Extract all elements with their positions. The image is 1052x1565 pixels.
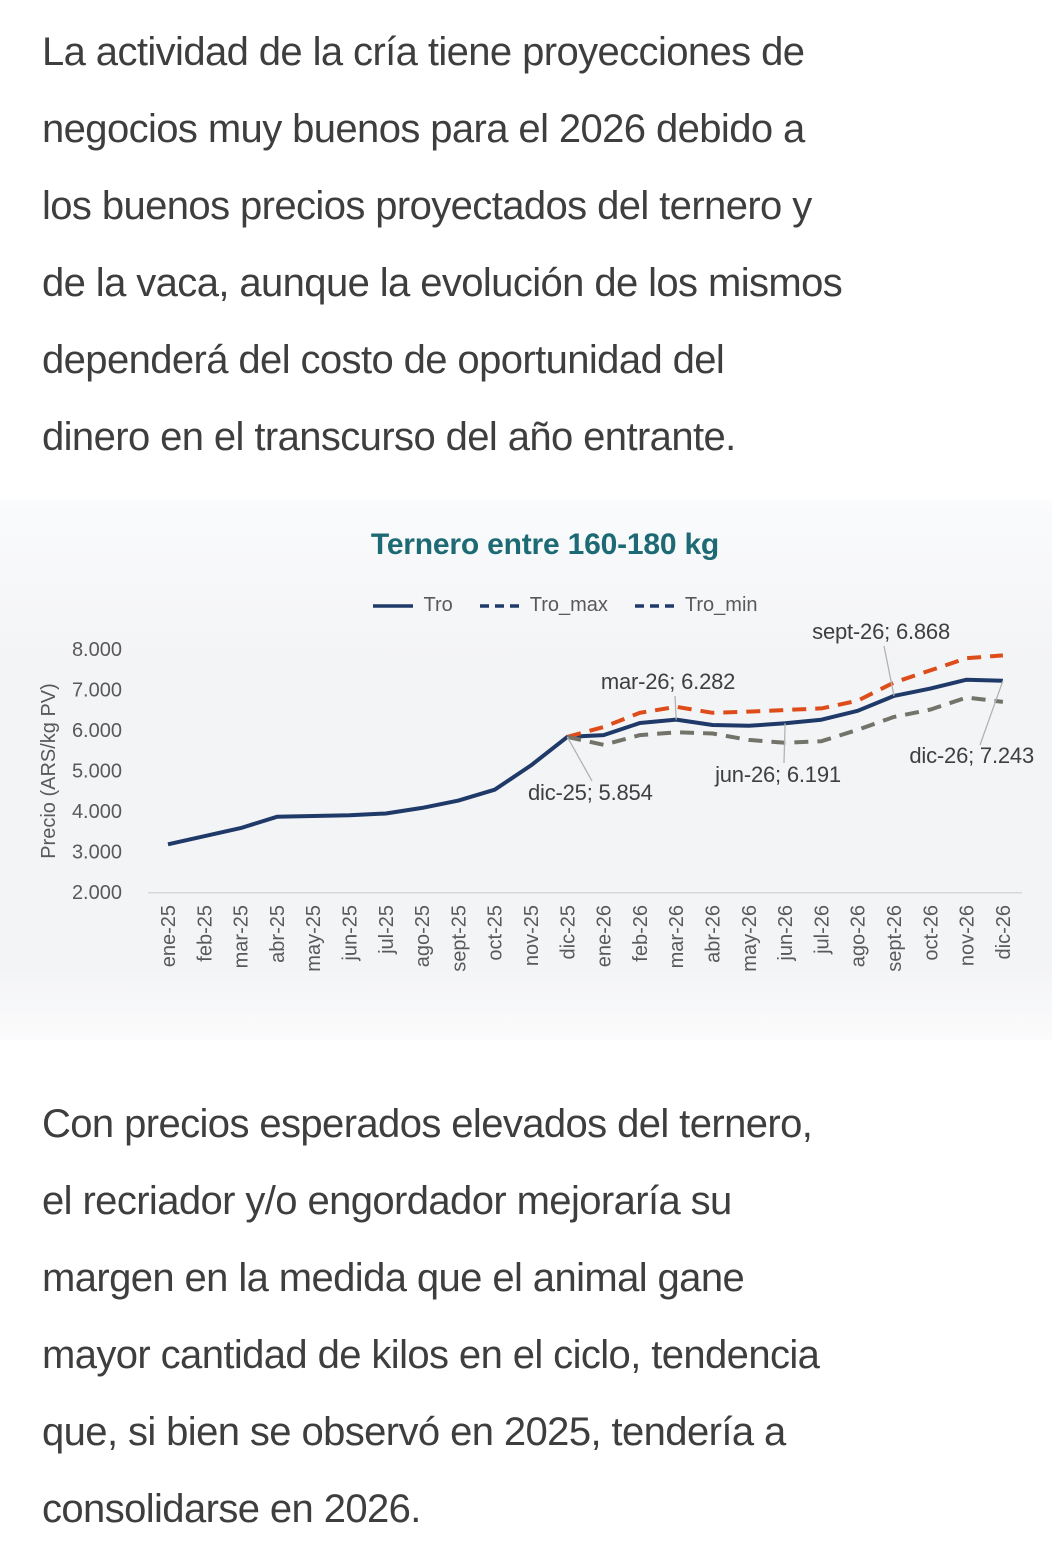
legend-item-Tro: Tro [372,594,453,617]
annotation-leader-line [979,680,1004,746]
x-tick-label: ago-25 [412,905,434,967]
text-line: que, si bien se observó en 2025, tenderí… [42,1410,786,1454]
x-tick-label: ene-26 [594,905,616,967]
text-line: consolidarse en 2026. [42,1487,421,1531]
chart-legend: Tro Tro_max Tro_min [0,594,1052,617]
x-tick-label: ene-25 [158,905,180,967]
legend-label: Tro_max [529,594,608,616]
chart-title: Ternero entre 160-180 kg [370,528,720,561]
y-axis-title: Precio (ARS/kg PV) [38,683,60,859]
x-tick-label: nov-25 [521,905,543,966]
price-chart-figure: Ternero entre 160-180 kg Tro Tro_max Tro_m… [0,500,1052,1040]
text-line: de la vaca, aunque la evolución de los m… [42,261,843,305]
legend-item-Tro_min: Tro_min [634,594,758,617]
y-tick-label: 2.000 [72,882,122,904]
x-tick-label: sept-25 [448,905,470,972]
y-tick-label: 4.000 [72,801,122,823]
y-tick-label: 7.000 [72,680,122,702]
x-tick-label: oct-25 [485,905,507,961]
text-line: dependerá del costo de oportunidad del [42,338,725,382]
annotation-label: jun-26; 6.191 [714,762,841,787]
closing-paragraph: Con precios esperados elevados del terne… [42,1086,1012,1548]
legend-label: Tro [423,594,453,616]
text-line: negocios muy buenos para el 2026 debido … [42,107,805,151]
series-line-Tro [167,677,1003,847]
annotation-leader-line [674,695,677,720]
y-tick-label: 6.000 [72,720,122,742]
x-tick-label: may-25 [303,905,325,972]
annotation-leader-line [883,645,895,697]
annotation-leader-line [566,736,593,782]
annotation-label: dic-26; 7.243 [909,743,1034,768]
intro-paragraph: La actividad de la cría tiene proyeccion… [42,0,1012,476]
y-tick-label: 3.000 [72,841,122,863]
legend-swatch-dashed [479,603,520,608]
x-tick-label: sept-26 [884,905,906,972]
y-tick-label: 5.000 [72,761,122,783]
x-tick-label: abr-26 [703,905,725,963]
x-tick-label: dic-25 [557,905,579,959]
x-tick-label: feb-26 [630,905,652,962]
text-line: La actividad de la cría tiene proyeccion… [42,30,805,74]
text-line: el recriador y/o engordador mejoraría su [42,1179,732,1223]
text-line: Con precios esperados elevados del terne… [42,1102,813,1146]
annotation-label: dic-25; 5.854 [528,780,653,805]
x-tick-label: nov-26 [957,905,979,966]
x-tick-label: ago-26 [848,905,870,967]
chart-plot: 8.000 7.000 6.000 5.000 4.000 3.000 2.000 Preci… [38,619,1034,972]
x-tick-label: jul-26 [811,905,833,955]
text-line: margen en la medida que el animal gane [42,1256,745,1300]
text-line: dinero en el transcurso del año entrante… [42,415,736,459]
legend-swatch-dashed [634,603,675,608]
x-tick-label: jun-26 [775,905,797,962]
x-tick-label: jun-25 [340,905,362,962]
x-tick-label: oct-26 [920,905,942,961]
x-tick-label: mar-25 [231,905,253,968]
x-tick-label: jul-25 [376,905,398,955]
x-tick-label: may-26 [739,905,761,972]
legend-label: Tro_min [684,594,758,616]
text-line: los buenos precios proyectados del terne… [42,184,812,228]
legend-swatch-solid [373,603,414,608]
y-tick-label: 8.000 [72,639,122,661]
annotation-label: sept-26; 6.868 [812,619,950,644]
x-tick-label: abr-25 [267,905,289,963]
legend-item-Tro_max: Tro_max [479,594,608,617]
x-tick-label: feb-25 [194,905,216,962]
x-tick-label: dic-26 [993,905,1015,959]
x-tick-label: mar-26 [666,905,688,968]
annotation-label: mar-26; 6.282 [601,669,735,694]
series-line-Tro_max [566,653,1004,739]
annotation-leader-line [783,723,786,764]
text-line: mayor cantidad de kilos en el ciclo, ten… [42,1333,820,1377]
